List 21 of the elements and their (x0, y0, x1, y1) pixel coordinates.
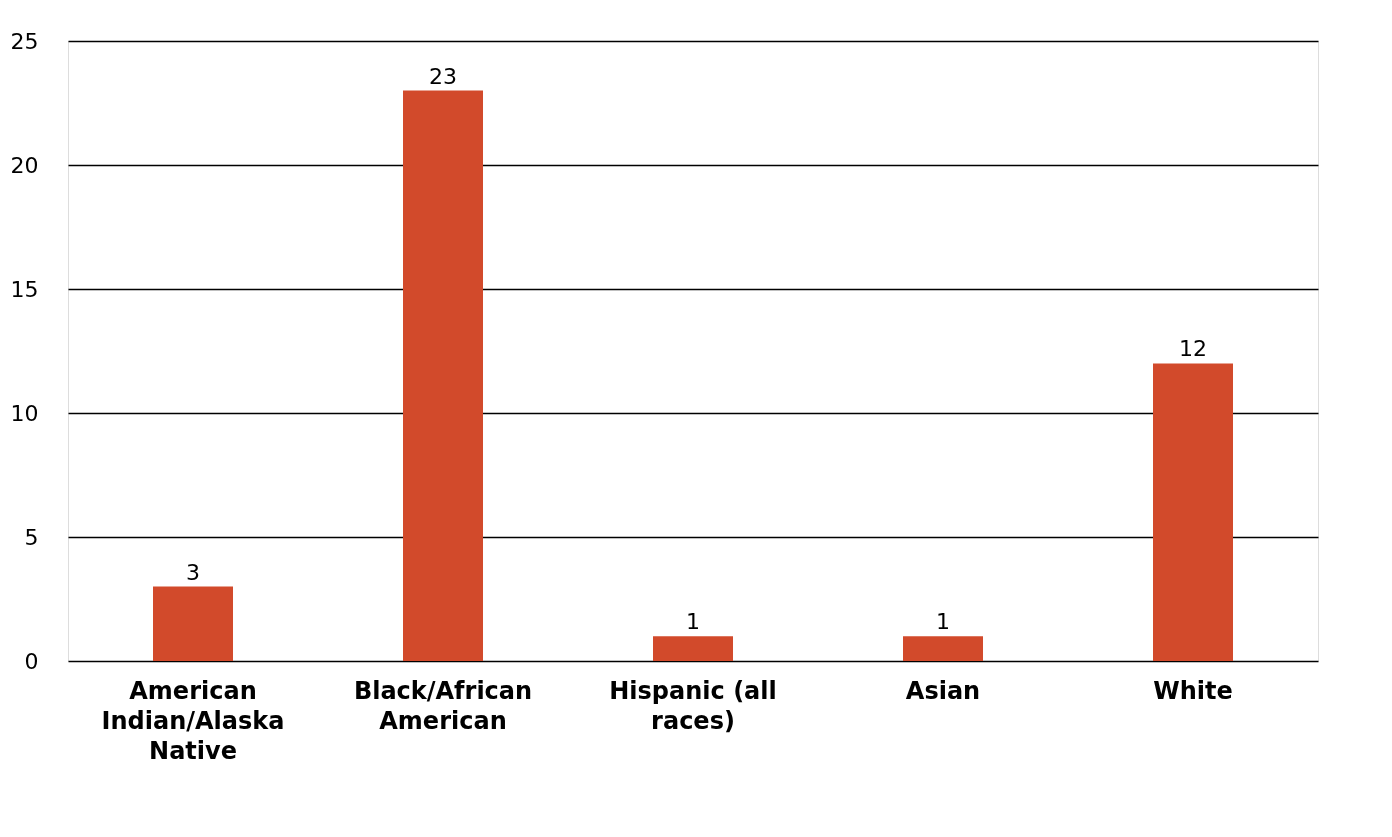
y-tick-label: 15 (10, 276, 39, 302)
data-label: 1 (936, 609, 950, 635)
bar (153, 586, 233, 661)
bar (1153, 363, 1233, 661)
y-tick-label: 10 (10, 400, 39, 426)
x-tick-label: Black/African American (353, 676, 533, 735)
y-tick-label: 0 (24, 648, 39, 674)
x-tick-label: White (1153, 676, 1233, 705)
data-label: 12 (1179, 336, 1207, 362)
bar (653, 636, 733, 661)
data-label: 3 (186, 559, 200, 585)
x-tick-label: Hispanic (all races) (609, 676, 777, 735)
y-tick-label: 5 (24, 524, 39, 550)
x-tick-label: Asian (905, 676, 981, 705)
data-label: 23 (429, 63, 457, 89)
x-tick-label: American Indian/Alaska Native (101, 676, 285, 765)
y-tick-label: 20 (10, 152, 39, 178)
y-tick-label: 25 (10, 28, 39, 54)
bar (903, 636, 983, 661)
data-label: 1 (686, 609, 700, 635)
bar (403, 90, 483, 661)
